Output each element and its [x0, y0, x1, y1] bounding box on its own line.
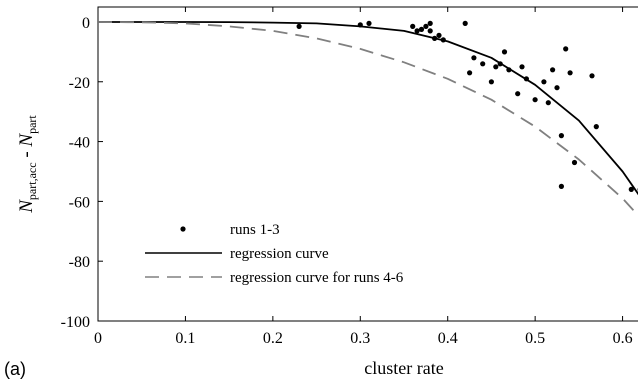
data-point — [471, 55, 477, 61]
x-tick-label: 0 — [94, 330, 102, 347]
y-tick-label: -100 — [61, 314, 90, 331]
data-point — [567, 70, 573, 76]
data-point — [545, 100, 551, 106]
data-point — [593, 124, 599, 130]
regression-curve-runs-4-6 — [97, 21, 638, 217]
data-point — [571, 159, 578, 166]
data-point — [480, 61, 486, 67]
legend-marker-runs — [180, 226, 186, 232]
data-point — [515, 91, 521, 97]
data-point — [558, 183, 565, 189]
x-tick-label: 0.3 — [350, 330, 370, 347]
data-point — [423, 23, 429, 29]
x-axis-label: cluster rate — [364, 358, 443, 378]
data-point — [589, 73, 595, 79]
data-point — [488, 79, 494, 85]
series-layer — [97, 20, 638, 217]
legend-label-runs: runs 1-3 — [230, 222, 280, 238]
y-axis-ticks: 0 -20 -40 -60 -80 -100 — [61, 15, 103, 331]
data-point — [366, 20, 372, 26]
y-tick-label: -40 — [69, 135, 90, 152]
x-tick-label: 0.2 — [263, 330, 283, 347]
data-point — [296, 23, 302, 29]
x-tick-label: 0.5 — [525, 330, 545, 347]
y-tick-label: -80 — [69, 254, 90, 271]
data-point — [554, 85, 560, 91]
legend-label-regression: regression curve — [230, 246, 329, 262]
data-point — [550, 67, 556, 73]
data-point — [436, 32, 442, 39]
data-point — [493, 64, 499, 70]
y-tick-label: -20 — [69, 75, 90, 92]
data-point — [541, 79, 547, 85]
regression-curve — [98, 21, 638, 196]
x-axis-ticks: 00.10.20.30.40.50.60.7 — [94, 7, 633, 347]
x-tick-label: 0.1 — [175, 330, 195, 347]
data-point — [501, 49, 508, 55]
data-point — [414, 28, 420, 34]
plot-frame — [97, 6, 638, 322]
data-point — [558, 133, 565, 139]
panel-label: (a) — [4, 359, 26, 379]
legend: runs 1-3 regression curve regression cur… — [145, 222, 404, 286]
y-axis-label: Npart,acc - Npart — [16, 115, 39, 214]
data-point — [519, 64, 525, 70]
data-point — [427, 28, 433, 34]
data-point — [427, 20, 433, 26]
x-tick-label: 0.4 — [438, 330, 458, 347]
data-point — [563, 46, 569, 52]
data-point — [410, 23, 416, 29]
legend-label-regression-4-6: regression curve for runs 4-6 — [230, 270, 404, 286]
y-tick-label: -60 — [69, 194, 90, 211]
y-tick-label: 0 — [82, 15, 90, 32]
data-point — [418, 26, 425, 32]
x-tick-label: 0.6 — [613, 330, 633, 347]
data-point — [628, 186, 634, 192]
data-point — [462, 20, 468, 26]
data-point — [532, 97, 538, 103]
data-point — [467, 70, 473, 76]
